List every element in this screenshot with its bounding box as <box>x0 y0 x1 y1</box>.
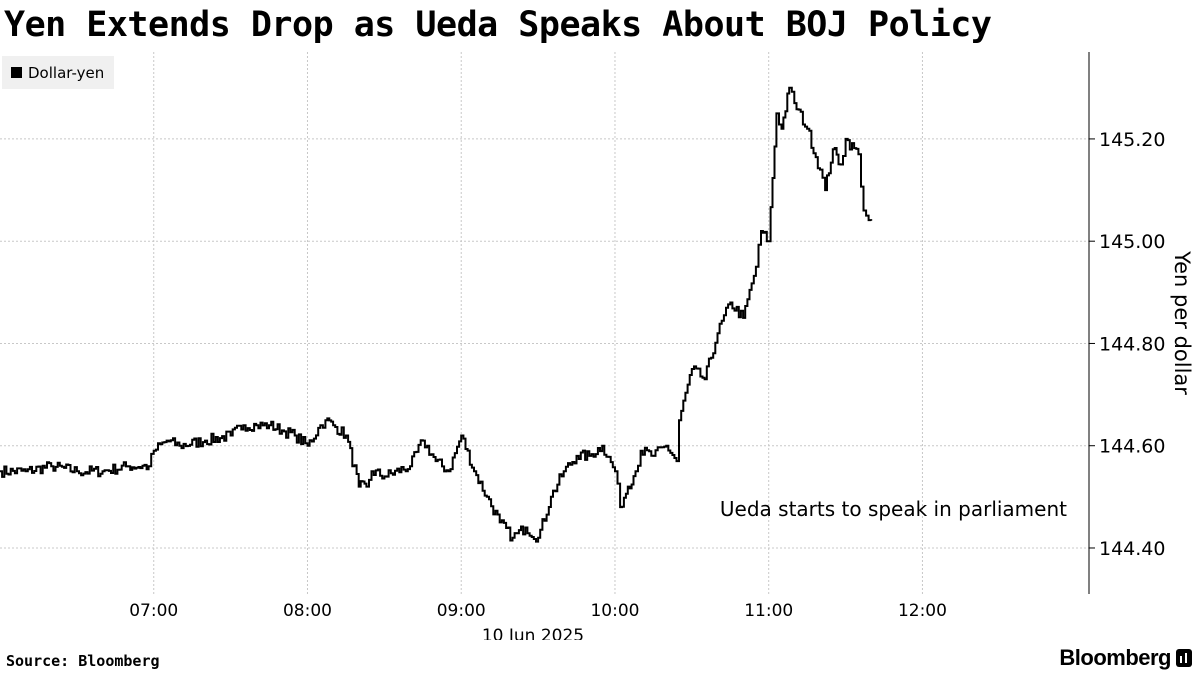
legend-swatch <box>11 67 22 78</box>
y-tick-label: 144.40 <box>1099 538 1165 560</box>
source-note: Source: Bloomberg <box>6 652 160 670</box>
y-axis-label: Yen per dollar <box>1170 250 1194 395</box>
y-tick-label: 145.00 <box>1099 231 1165 253</box>
x-tick-label: 07:00 <box>129 601 178 621</box>
legend-label: Dollar-yen <box>28 63 105 82</box>
x-tick-label: 10:00 <box>590 601 639 621</box>
brand-name: Bloomberg <box>1059 645 1171 670</box>
annotation-label: Ueda starts to speak in parliament <box>720 497 1067 521</box>
brand-logo: Bloomberg <box>1059 645 1192 671</box>
y-tick-label: 144.80 <box>1099 333 1165 355</box>
x-axis-ticks: 07:00 08:00 09:00 10:00 11:00 12:00 <box>129 601 947 621</box>
y-tick-label: 145.20 <box>1099 129 1165 151</box>
x-tick-label: 11:00 <box>744 601 793 621</box>
y-axis-ticks: 144.40 144.60 144.80 145.00 145.20 <box>1089 129 1165 560</box>
x-tick-label: 09:00 <box>437 601 486 621</box>
series-line-dollar-yen <box>0 86 873 543</box>
line-chart: 144.40 144.60 144.80 145.00 145.20 07:00 08:0… <box>0 52 1194 640</box>
chart-title: Yen Extends Drop as Ueda Speaks About BO… <box>4 5 992 45</box>
x-axis-label: 10 Jun 2025 <box>482 626 584 640</box>
x-tick-label: 12:00 <box>898 601 947 621</box>
legend: Dollar-yen <box>2 56 115 89</box>
bloomberg-terminal-icon <box>1176 649 1192 667</box>
y-tick-label: 144.60 <box>1099 436 1165 458</box>
x-tick-label: 08:00 <box>283 601 332 621</box>
